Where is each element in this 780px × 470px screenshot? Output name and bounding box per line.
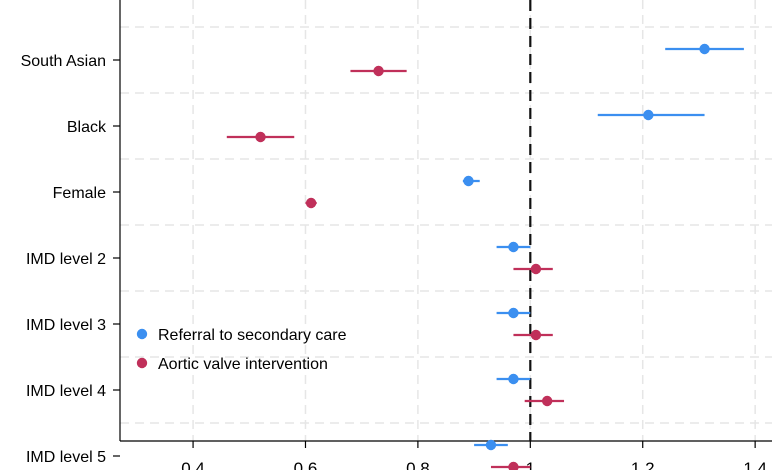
- data-point: [305, 197, 317, 209]
- data-point: [508, 373, 519, 385]
- category-label: South Asian: [21, 53, 106, 70]
- x-tick-label: 0.8: [406, 459, 430, 470]
- data-point: [255, 131, 266, 143]
- category-label: IMD level 2: [26, 251, 106, 268]
- category-label: IMD level 5: [26, 449, 106, 466]
- legend-label: Aortic valve intervention: [158, 356, 328, 373]
- data-point: [508, 461, 519, 470]
- x-tick-label: 1.4: [743, 459, 767, 470]
- x-tick-label: 0.6: [294, 459, 318, 470]
- data-point: [530, 329, 542, 341]
- data-point: [530, 263, 542, 275]
- data-point: [541, 395, 553, 407]
- legend-label: Referral to secondary care: [158, 327, 347, 344]
- legend-marker: [136, 328, 148, 340]
- category-label: Black: [67, 119, 107, 136]
- category-label: IMD level 3: [26, 317, 106, 334]
- data-point: [463, 175, 474, 187]
- legend-marker: [136, 357, 148, 369]
- data-point: [699, 43, 710, 55]
- category-label: Female: [53, 185, 106, 202]
- data-point: [373, 65, 384, 77]
- category-label: IMD level 4: [26, 383, 106, 400]
- x-tick-label: 0.4: [181, 459, 205, 470]
- data-point: [508, 307, 519, 319]
- data-point: [485, 439, 497, 451]
- data-point: [643, 109, 654, 121]
- x-tick-label: 1: [526, 459, 535, 470]
- x-tick-label: 1.2: [631, 459, 655, 470]
- data-point: [508, 241, 519, 253]
